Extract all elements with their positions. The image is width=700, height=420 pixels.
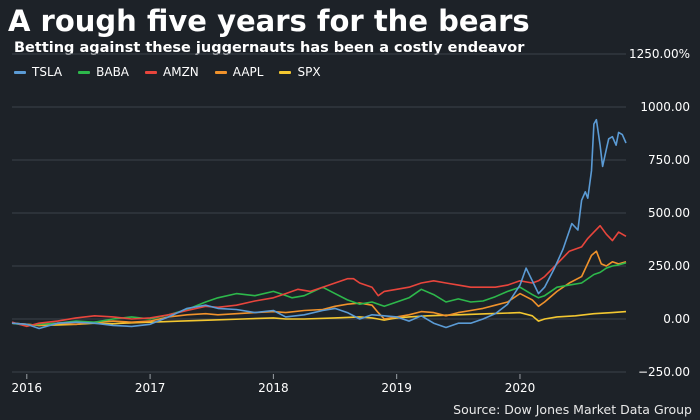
legend-label-spx: SPX — [297, 65, 321, 79]
x-tick-label: 2017 — [135, 381, 166, 395]
legend-label-baba: BABA — [96, 65, 130, 79]
series-line-aapl — [11, 250, 627, 327]
x-tick-label: 2020 — [505, 381, 536, 395]
legend-label-tsla: TSLA — [32, 65, 63, 79]
x-axis-ticks: 2016 2017 2018 2019 2020 — [12, 374, 536, 395]
legend-item-spx: SPX — [279, 65, 321, 79]
y-tick-label: 0.00 — [663, 312, 690, 326]
legend-item-aapl: AAPL — [214, 65, 264, 79]
series-line-amzn — [11, 224, 627, 328]
legend-swatch-amzn — [145, 70, 158, 74]
chart-subtitle: Betting against these juggernauts has be… — [14, 40, 525, 56]
x-tick-label: 2019 — [381, 381, 412, 395]
legend-swatch-baba — [78, 70, 91, 74]
legend-item-tsla: TSLA — [14, 65, 62, 79]
legend-label-aapl: AAPL — [232, 65, 264, 79]
x-tick-label: 2018 — [258, 381, 289, 395]
y-tick-label: 250.00 — [648, 259, 690, 273]
legend-label-amzn: AMZN — [163, 65, 199, 79]
y-tick-label: 1000.00 — [640, 100, 690, 114]
legend-swatch-spx — [279, 70, 292, 74]
legend-swatch-tsla — [14, 70, 26, 74]
legend-swatch-aapl — [214, 70, 227, 74]
y-tick-label: 1250.00% — [629, 47, 690, 61]
y-tick-label: 500.00 — [648, 206, 690, 220]
legend: TSLA BABA AMZN AAPL SPX — [14, 65, 321, 79]
y-tick-label: −250.00 — [638, 365, 690, 379]
source-note: Source: Dow Jones Market Data Group — [453, 402, 692, 417]
series-line-tsla — [11, 118, 627, 330]
legend-item-baba: BABA — [78, 65, 129, 79]
series-lines — [11, 118, 627, 330]
series-line-spx — [11, 310, 627, 327]
legend-item-amzn: AMZN — [145, 65, 199, 79]
y-tick-label: 750.00 — [648, 153, 690, 167]
y-axis-ticks: 1250.00% 1000.00 750.00 500.00 250.00 0.00 −25… — [629, 47, 690, 379]
chart-title: A rough five years for the bears — [8, 4, 530, 38]
x-tick-label: 2016 — [12, 381, 43, 395]
